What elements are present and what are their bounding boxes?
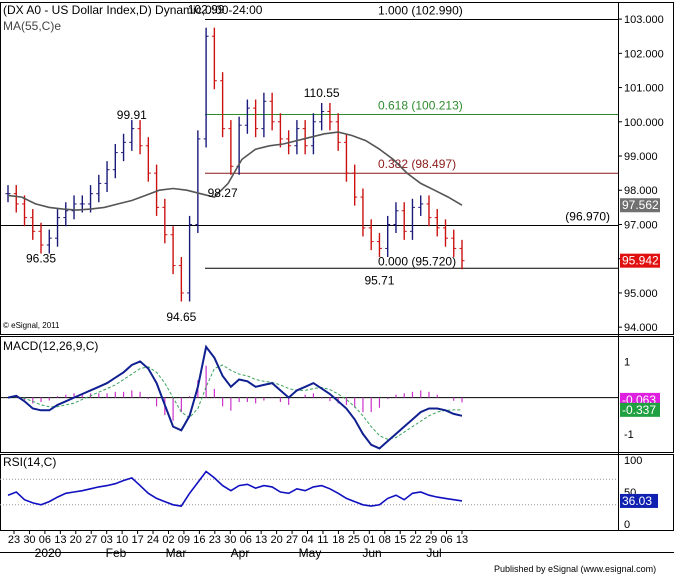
macd-y-tick-label: 1 — [624, 356, 630, 368]
x-tick-label: 13 — [54, 534, 66, 546]
price-tag-label: 97.562 — [622, 198, 659, 212]
x-tick-label: 09 — [178, 534, 190, 546]
x-tick-label: 06 — [440, 534, 452, 546]
price-annotation: 95.71 — [364, 274, 394, 288]
month-label: 2020 — [35, 546, 62, 560]
rsi-panel — [0, 470, 618, 507]
x-tick-label: 03 — [101, 534, 113, 546]
x-tick-label: 23 — [8, 534, 20, 546]
x-tick-label: 20 — [270, 534, 282, 546]
macd-title: MACD(12,26,9,C) — [3, 339, 98, 353]
x-tick-label: 24 — [147, 534, 159, 546]
x-tick-label: 27 — [286, 534, 298, 546]
x-tick-label: 08 — [379, 534, 391, 546]
rsi-y-tick-label: 100 — [624, 455, 642, 467]
y-tick-label: 95.000 — [624, 288, 658, 300]
macd-tag — [620, 402, 660, 417]
price-tag — [620, 198, 660, 213]
x-tick-label: 25 — [348, 534, 360, 546]
y-tick-label: 100.000 — [624, 117, 664, 129]
ma-label: MA(55,C)e — [3, 19, 61, 33]
rsi-y-tick-label: 0 — [624, 519, 630, 531]
macd-panel — [0, 344, 618, 450]
month-label: Jun — [362, 546, 381, 560]
x-tick-label: 11 — [317, 534, 328, 546]
level-label: 0.382 (98.497) — [378, 157, 456, 171]
x-tick-label: 30 — [224, 534, 236, 546]
x-tick-label: 18 — [332, 534, 344, 546]
axis-layer: 103.000 102.000 101.000 100.000 99.000 98.000… — [8, 14, 664, 560]
price-annotation: 98.27 — [208, 186, 238, 200]
y-tick-label: 102.000 — [624, 48, 664, 60]
x-tick-label: 17 — [131, 534, 143, 546]
rsi-tag — [620, 493, 658, 508]
price-annotation: 110.55 — [304, 86, 340, 100]
x-tick-label: 06 — [39, 534, 51, 546]
chart-title: (DX A0 - US Dollar Index,D) Dynamic,0:00… — [3, 3, 263, 17]
rsi-tag-label: 36.03 — [622, 494, 652, 508]
x-tick-label: 13 — [456, 534, 468, 546]
x-tick-label: 29 — [425, 534, 437, 546]
x-tick-label: 13 — [255, 534, 267, 546]
level-label: (96.970) — [565, 210, 610, 224]
x-tick-label: 30 — [23, 534, 35, 546]
macd-line — [7, 344, 463, 450]
level-label: 0.000 (95.720) — [378, 254, 456, 268]
rsi-line — [7, 470, 463, 507]
x-tick-label: 22 — [410, 534, 422, 546]
month-label: Apr — [231, 546, 250, 560]
x-tick-label: 27 — [85, 534, 97, 546]
rsi-title: RSI(14,C) — [3, 455, 56, 469]
y-tick-label: 101.000 — [624, 83, 664, 95]
ma-line — [7, 131, 463, 211]
macd-y-tick-label: -1 — [624, 429, 634, 441]
month-label: Mar — [166, 546, 187, 560]
y-tick-label: 97.000 — [624, 219, 658, 231]
x-tick-label: 15 — [394, 534, 406, 546]
level-label: 1.000 (102.990) — [378, 3, 463, 17]
x-tick-label: 10 — [116, 534, 128, 546]
price-panel: 1.000 (102.990) 0.618 (100.213) 0.382 (98.… — [0, 2, 618, 324]
month-label: Jul — [426, 546, 441, 560]
month-label: Feb — [106, 546, 127, 560]
macd-signal-line — [7, 364, 463, 440]
copyright-text: © eSignal, 2011 — [3, 321, 60, 330]
level-label: 0.618 (100.213) — [378, 99, 463, 113]
y-tick-label: 94.000 — [624, 322, 658, 334]
x-tick-label: 20 — [70, 534, 82, 546]
y-tick-label: 103.000 — [624, 14, 664, 26]
month-label: May — [299, 546, 322, 560]
published-footer: Published by eSignal (www.esignal.com) — [494, 564, 656, 574]
price-annotation: 96.35 — [26, 252, 56, 266]
x-tick-label: 23 — [209, 534, 221, 546]
x-tick-label: 16 — [193, 534, 205, 546]
price-annotation: 94.65 — [166, 310, 196, 324]
x-tick-label: 02 — [162, 534, 174, 546]
x-tick-label: 01 — [363, 534, 375, 546]
y-tick-label: 98.000 — [624, 185, 658, 197]
macd-tag-label: -0.337 — [622, 403, 656, 417]
price-annotation: 102.99 — [188, 2, 225, 16]
price-tag — [620, 253, 660, 268]
price-annotation: 99.91 — [117, 108, 147, 122]
y-tick-label: 99.000 — [624, 151, 658, 163]
x-tick-label: 06 — [240, 534, 252, 546]
price-tag-label: 95.942 — [622, 254, 659, 268]
x-tick-label: 04 — [301, 534, 313, 546]
